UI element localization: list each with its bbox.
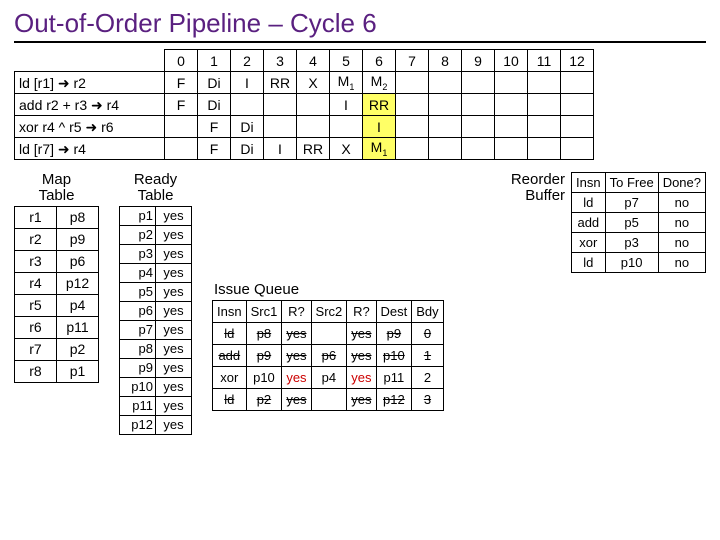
map-label: MapTable (14, 172, 99, 204)
rob-block: ReorderBuffer InsnTo FreeDone?ldp7noaddp… (212, 172, 706, 273)
rob-label: ReorderBuffer (511, 172, 565, 204)
rob-table: InsnTo FreeDone?ldp7noaddp5noxorp3noldp1… (571, 172, 706, 273)
pipeline-table: 0123456789101112ld [r1] ➜ r2FDiIRRXM1M2a… (14, 49, 594, 160)
ready-table-block: ReadyTable p1yesp2yesp3yesp4yesp5yesp6ye… (119, 172, 192, 435)
map-table: r1p8r2p9r3p6r4p12r5p4r6p11r7p2r8p1 (14, 206, 99, 383)
map-table-block: MapTable r1p8r2p9r3p6r4p12r5p4r6p11r7p2r… (14, 172, 99, 383)
iq-label: Issue Queue (214, 281, 706, 298)
issue-queue-table: InsnSrc1R?Src2R?DestBdyldp8yesyesp90addp… (212, 300, 444, 411)
ready-table: p1yesp2yesp3yesp4yesp5yesp6yesp7yesp8yes… (119, 206, 192, 435)
page-title: Out-of-Order Pipeline – Cycle 6 (14, 8, 706, 43)
ready-label: ReadyTable (119, 172, 192, 204)
